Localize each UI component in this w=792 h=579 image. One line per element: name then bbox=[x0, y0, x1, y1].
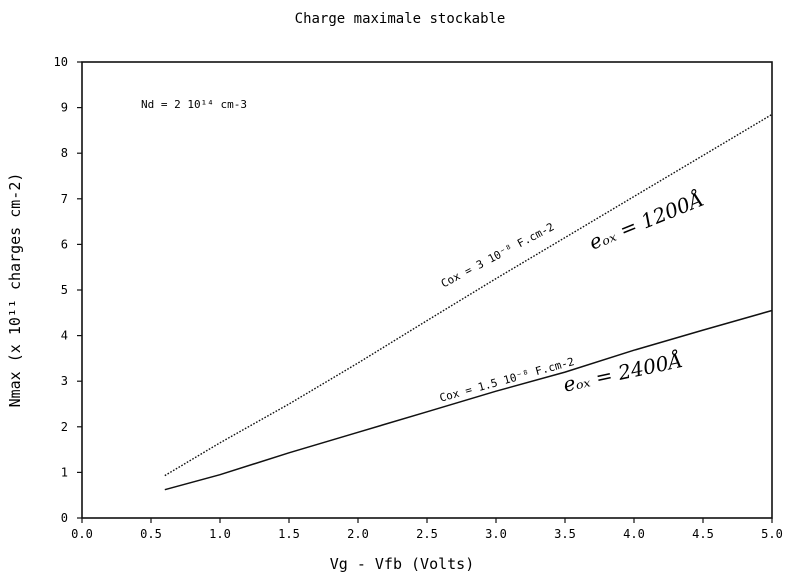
doping-annotation: Nd = 2 10¹⁴ cm-3 bbox=[141, 98, 247, 111]
series-layer: Cox = 3 10⁻⁸ F.cm-2 Cox = 1.5 10⁻⁸ F.cm-2… bbox=[164, 113, 773, 491]
y-tick-label: 2 bbox=[61, 420, 68, 434]
y-tick-label: 4 bbox=[61, 329, 68, 343]
y-tick-label: 7 bbox=[61, 192, 68, 206]
x-tick-label: 4.5 bbox=[692, 527, 714, 541]
x-tick-label: 5.0 bbox=[761, 527, 783, 541]
x-tick-label: 4.0 bbox=[623, 527, 645, 541]
y-tick-label: 0 bbox=[61, 511, 68, 525]
y-tick-label: 8 bbox=[61, 146, 68, 160]
y-tick-label: 6 bbox=[61, 237, 68, 251]
y-axis-ticks: 0 1 2 3 4 5 6 7 8 9 10 bbox=[54, 55, 82, 525]
x-tick-label: 0.5 bbox=[140, 527, 162, 541]
y-tick-label: 10 bbox=[54, 55, 68, 69]
x-tick-label: 3.0 bbox=[485, 527, 507, 541]
series-line-2 bbox=[164, 309, 773, 491]
y-tick-label: 1 bbox=[61, 465, 68, 479]
x-tick-label: 2.5 bbox=[416, 527, 438, 541]
x-tick-label: 3.5 bbox=[554, 527, 576, 541]
oxide-thickness-label-1: eₒₓ = 1200Å bbox=[585, 186, 707, 255]
y-axis-label: Nmax (x 10¹¹ charges cm-2) bbox=[6, 173, 24, 408]
x-axis-label: Vg - Vfb (Volts) bbox=[330, 555, 475, 573]
y-tick-label: 9 bbox=[61, 101, 68, 115]
x-tick-label: 1.5 bbox=[278, 527, 300, 541]
y-tick-label: 3 bbox=[61, 374, 68, 388]
x-tick-label: 2.0 bbox=[347, 527, 369, 541]
y-tick-label: 5 bbox=[61, 283, 68, 297]
x-tick-label: 1.0 bbox=[209, 527, 231, 541]
series-2-label: Cox = 1.5 10⁻⁸ F.cm-2 bbox=[438, 355, 576, 405]
x-axis-ticks: 0.0 0.5 1.0 1.5 2.0 2.5 3.0 3.5 4.0 4.5 5.0 bbox=[71, 518, 783, 541]
plot-frame bbox=[81, 61, 773, 519]
x-tick-label: 0.0 bbox=[71, 527, 93, 541]
series-line-1 bbox=[164, 113, 773, 477]
chart-title: Charge maximale stockable bbox=[295, 11, 506, 27]
series-1-label: Cox = 3 10⁻⁸ F.cm-2 bbox=[439, 220, 556, 290]
